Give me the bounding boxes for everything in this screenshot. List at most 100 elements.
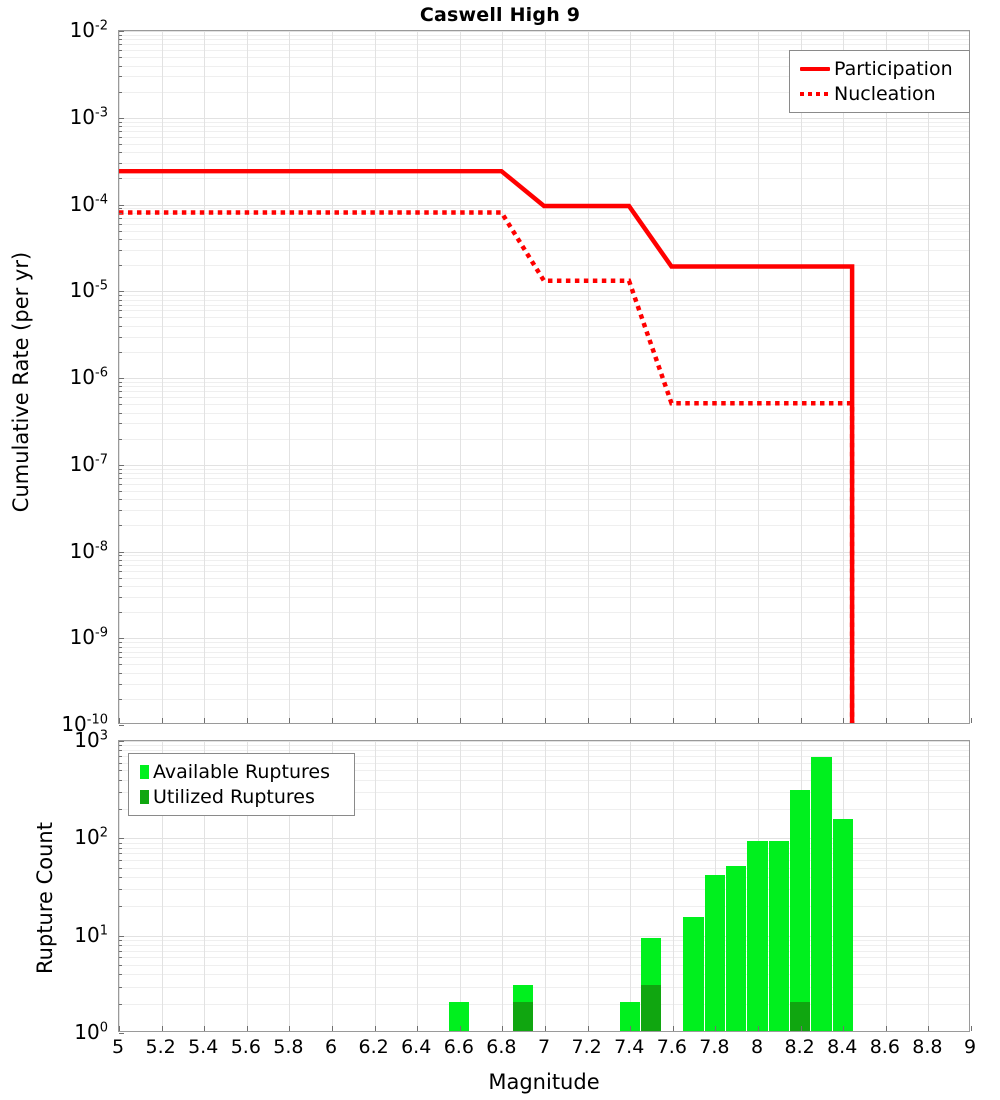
minor-gridline <box>119 853 969 855</box>
gridline <box>459 741 461 1031</box>
minor-gridline <box>119 178 969 180</box>
x-tick-label: 5.4 <box>188 1036 219 1058</box>
y-minor-tick <box>119 570 122 572</box>
minor-gridline <box>119 762 969 764</box>
bar[interactable] <box>811 757 832 1031</box>
minor-gridline <box>119 317 969 319</box>
y-minor-tick <box>119 121 122 123</box>
y-tick <box>119 31 124 32</box>
x-tick <box>758 718 759 723</box>
minor-gridline <box>119 499 969 501</box>
y-minor-tick <box>119 351 122 353</box>
minor-gridline <box>119 34 969 36</box>
x-tick <box>587 1026 589 1031</box>
x-tick <box>630 718 632 723</box>
y-minor-tick <box>119 143 122 145</box>
gridline <box>928 741 930 1031</box>
y-minor-tick <box>119 770 122 772</box>
minor-gridline <box>119 779 969 781</box>
bar[interactable] <box>789 789 811 1031</box>
y-minor-tick <box>119 957 122 959</box>
minor-gridline <box>119 121 969 123</box>
cumulative-rate-chart <box>118 30 972 726</box>
y-minor-tick <box>119 44 122 46</box>
bar[interactable] <box>449 1001 470 1031</box>
y-minor-tick <box>119 762 122 764</box>
y-minor-tick <box>119 877 122 879</box>
legend-item[interactable]: Utilized Ruptures <box>137 784 346 809</box>
minor-gridline <box>119 906 969 908</box>
x-tick <box>928 1026 930 1031</box>
gridline <box>204 31 206 723</box>
y-minor-tick <box>119 596 122 598</box>
minor-gridline <box>119 564 969 566</box>
x-tick-label: 6.8 <box>486 1036 517 1058</box>
bar[interactable] <box>832 819 853 1031</box>
y-minor-tick <box>119 642 122 644</box>
x-tick <box>800 718 802 723</box>
y-minor-tick <box>119 386 122 388</box>
y-minor-tick <box>119 212 122 214</box>
x-tick-label: 8.4 <box>827 1036 858 1058</box>
y-tick <box>119 638 124 640</box>
y-minor-tick <box>119 651 122 653</box>
minor-gridline <box>119 559 969 561</box>
gridline <box>119 31 969 32</box>
gridline <box>545 741 546 1031</box>
y-minor-tick <box>119 391 122 393</box>
top-gridlines <box>119 31 969 723</box>
available-ruptures-bar <box>449 1001 470 1031</box>
x-tick <box>289 1026 291 1031</box>
x-tick <box>843 718 845 723</box>
y-minor-tick <box>119 1003 122 1005</box>
minor-gridline <box>119 698 969 700</box>
y-tick-label: 10-3 <box>69 104 108 129</box>
bar[interactable] <box>726 865 747 1031</box>
minor-gridline <box>119 126 969 128</box>
y-minor-tick <box>119 39 122 41</box>
bar[interactable] <box>768 840 789 1031</box>
bar[interactable] <box>513 984 534 1031</box>
gridline <box>843 31 845 723</box>
y-minor-tick <box>119 57 122 59</box>
y-minor-tick <box>119 750 122 752</box>
y-tick-label: 10-2 <box>69 18 108 42</box>
y-minor-tick <box>119 381 122 383</box>
x-tick-label: 6.6 <box>443 1036 474 1058</box>
y-tick <box>119 1033 124 1034</box>
minor-gridline <box>119 325 969 327</box>
gridline <box>204 741 206 1031</box>
y-tick <box>119 725 124 726</box>
bar[interactable] <box>747 840 768 1031</box>
legend-item[interactable]: Nucleation <box>798 81 961 106</box>
y-minor-tick <box>119 397 122 399</box>
bar[interactable] <box>640 938 662 1031</box>
bar[interactable] <box>683 916 704 1031</box>
minor-gridline <box>119 889 969 891</box>
top-legend: Participation Nucleation <box>789 50 970 113</box>
page-title: Caswell High 9 <box>419 4 581 26</box>
x-tick <box>289 718 291 723</box>
y-minor-tick <box>119 131 122 133</box>
y-minor-tick <box>119 945 122 947</box>
available-ruptures-bar <box>832 819 853 1031</box>
x-tick <box>800 1026 802 1031</box>
x-tick <box>843 1026 845 1031</box>
minor-gridline <box>119 756 969 758</box>
gridline <box>715 31 717 723</box>
legend-item[interactable]: Available Ruptures <box>137 759 346 784</box>
legend-item[interactable]: Participation <box>798 56 961 81</box>
gridline <box>928 31 930 723</box>
x-tick-label: 5.8 <box>273 1036 304 1058</box>
y-tick <box>119 741 124 742</box>
minor-gridline <box>119 672 969 674</box>
minor-gridline <box>119 304 969 306</box>
x-tick <box>246 718 248 723</box>
bar[interactable] <box>619 1001 640 1031</box>
series-nucleation <box>119 210 855 723</box>
y-minor-tick <box>119 986 122 988</box>
bar[interactable] <box>704 875 726 1031</box>
y-minor-tick <box>119 438 122 440</box>
gridline <box>119 838 969 840</box>
minor-gridline <box>119 208 969 210</box>
